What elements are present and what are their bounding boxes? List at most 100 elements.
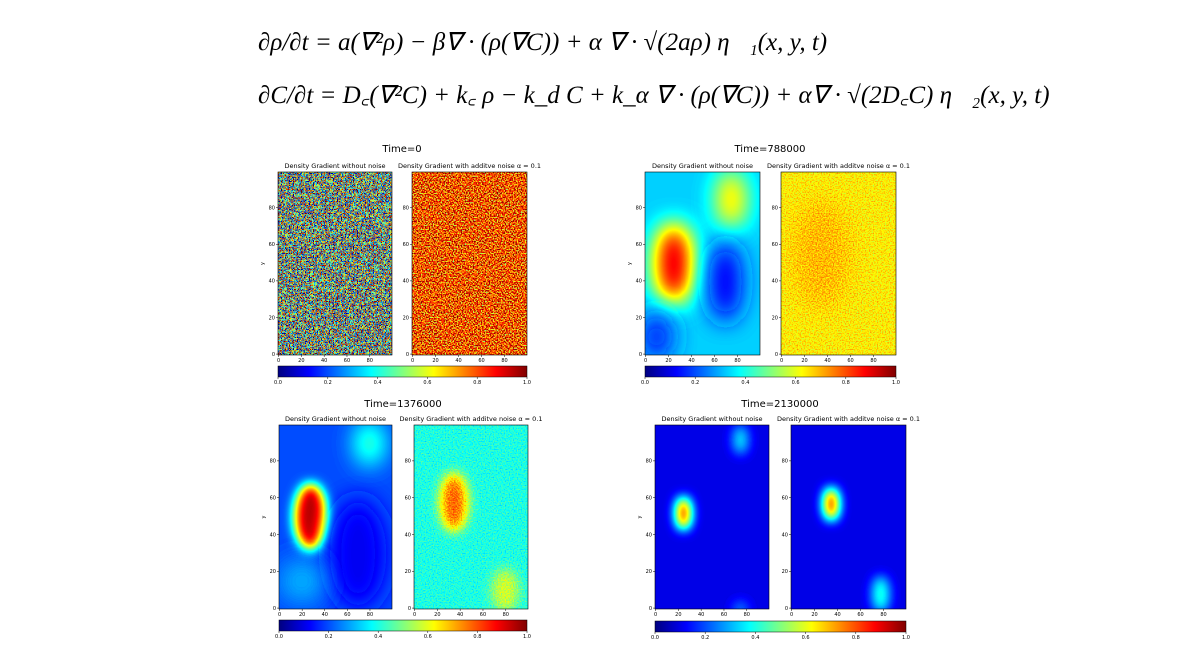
- colorbar-tick-label: 0.2: [325, 634, 333, 640]
- y-axis-label: y: [637, 515, 643, 518]
- x-tick-label: 20: [432, 358, 438, 364]
- colorbar-tick-label: 1.0: [523, 634, 531, 640]
- heatmap-image: [645, 172, 760, 355]
- heatmap-noise: [278, 172, 392, 355]
- y-tick-label: 40: [270, 532, 276, 538]
- equation: ∂ρ/∂t = a(∇²ρ) − β∇ · (ρ(∇C)) + α ∇ · √(…: [258, 29, 827, 56]
- colorbar-tick-label: 0.2: [324, 380, 332, 386]
- colorbar-tick-label: 0.8: [852, 635, 860, 641]
- heatmap: [414, 425, 528, 609]
- colorbar: [644, 365, 897, 378]
- x-tick-label: 20: [298, 358, 304, 364]
- heatmap-base: [791, 425, 906, 609]
- x-tick-label: 80: [880, 612, 886, 618]
- colorbar-tick-label: 0.4: [374, 380, 382, 386]
- y-tick-label: 40: [646, 532, 652, 538]
- y-tick-label: 40: [269, 279, 275, 285]
- heatmap-base: [655, 425, 769, 609]
- x-tick-label: 60: [480, 612, 486, 618]
- heatmap-image: [278, 172, 392, 355]
- y-tick-label: 80: [646, 459, 652, 465]
- x-tick-label: 60: [721, 612, 727, 618]
- subplot-title: Density Gradient without noise: [662, 415, 763, 423]
- y-tick-label: 20: [636, 315, 642, 321]
- x-tick-label: 0: [644, 358, 647, 364]
- heatmap-frame: [644, 171, 761, 356]
- colorbar-tick-label: 0.0: [274, 380, 282, 386]
- y-tick-label: 0: [406, 352, 409, 358]
- x-tick-label: 60: [847, 358, 853, 364]
- heatmap: [645, 172, 760, 355]
- heatmap-blob: [655, 223, 693, 304]
- y-tick-label: 80: [270, 459, 276, 465]
- subplot-title: Density Gradient with additve noise α = …: [777, 415, 920, 423]
- x-tick-label: 40: [455, 358, 461, 364]
- heatmap-frame: [277, 171, 393, 356]
- subplot-title: Density Gradient without noise: [652, 162, 753, 170]
- heatmap-blob: [676, 496, 691, 530]
- x-tick-label: 60: [857, 612, 863, 618]
- y-tick-label: 20: [772, 315, 778, 321]
- colorbar-tick-label: 1.0: [892, 380, 900, 386]
- y-tick-label: 20: [646, 569, 652, 575]
- y-tick-label: 60: [646, 495, 652, 501]
- y-tick-label: 60: [269, 242, 275, 248]
- equation: ∂C/∂t = D꜀(∇²C) + k꜀ ρ − k_d C + k_α ∇ ·…: [258, 82, 1050, 109]
- colorbar-tick-label: 0.6: [423, 380, 431, 386]
- y-axis-label: y: [261, 515, 267, 518]
- y-tick-label: 80: [403, 205, 409, 211]
- y-tick-label: 60: [405, 495, 411, 501]
- y-tick-label: 20: [269, 315, 275, 321]
- colorbar-tick-label: 0.2: [701, 635, 709, 641]
- y-tick-label: 0: [785, 606, 788, 612]
- subplot-title: Density Gradient with additve noise α = …: [399, 415, 542, 423]
- heatmap-blob: [279, 559, 325, 604]
- colorbar-tick-label: 0.6: [792, 380, 800, 386]
- x-tick-label: 40: [322, 612, 328, 618]
- x-tick-label: 20: [665, 358, 671, 364]
- heatmap-noise: [412, 172, 527, 355]
- x-tick-label: 80: [501, 358, 507, 364]
- heatmap-noise: [414, 425, 528, 609]
- x-tick-label: 0: [780, 358, 783, 364]
- heatmap-frame: [780, 171, 897, 356]
- y-tick-label: 40: [636, 279, 642, 285]
- x-tick-label: 40: [321, 358, 327, 364]
- heatmap-blob: [717, 172, 746, 229]
- subplot-title: Density Gradient without noise: [285, 162, 386, 170]
- heatmap: [279, 425, 392, 609]
- y-tick-label: 40: [772, 279, 778, 285]
- x-tick-label: 0: [413, 612, 416, 618]
- x-tick-label: 60: [344, 358, 350, 364]
- y-tick-label: 40: [782, 532, 788, 538]
- x-tick-label: 80: [870, 358, 876, 364]
- colorbar-tick-label: 0.8: [842, 380, 850, 386]
- heatmap-blob: [294, 483, 327, 551]
- panel-title: Time=2130000: [740, 399, 818, 410]
- x-tick-label: 40: [688, 358, 694, 364]
- x-tick-label: 20: [434, 612, 440, 618]
- x-tick-label: 20: [801, 358, 807, 364]
- y-tick-label: 60: [772, 242, 778, 248]
- x-tick-label: 60: [478, 358, 484, 364]
- x-tick-label: 20: [675, 612, 681, 618]
- x-tick-label: 80: [734, 358, 740, 364]
- y-tick-label: 0: [408, 606, 411, 612]
- colorbar-tick-label: 0.4: [374, 634, 382, 640]
- panel-title: Time=788000: [733, 144, 805, 155]
- y-axis-label: y: [627, 262, 633, 265]
- colorbar-tick-label: 0.6: [424, 634, 432, 640]
- x-tick-label: 40: [824, 358, 830, 364]
- x-tick-label: 20: [811, 612, 817, 618]
- y-tick-label: 20: [782, 569, 788, 575]
- colorbar-tick-label: 0.8: [473, 634, 481, 640]
- y-tick-label: 80: [269, 205, 275, 211]
- colorbar-tick-label: 0.0: [641, 380, 649, 386]
- heatmap-blob: [733, 425, 748, 455]
- colorbar-tick-label: 0.0: [275, 634, 283, 640]
- y-tick-label: 0: [639, 352, 642, 358]
- x-tick-label: 20: [299, 612, 305, 618]
- y-tick-label: 0: [775, 352, 778, 358]
- heatmap-blob: [733, 601, 748, 609]
